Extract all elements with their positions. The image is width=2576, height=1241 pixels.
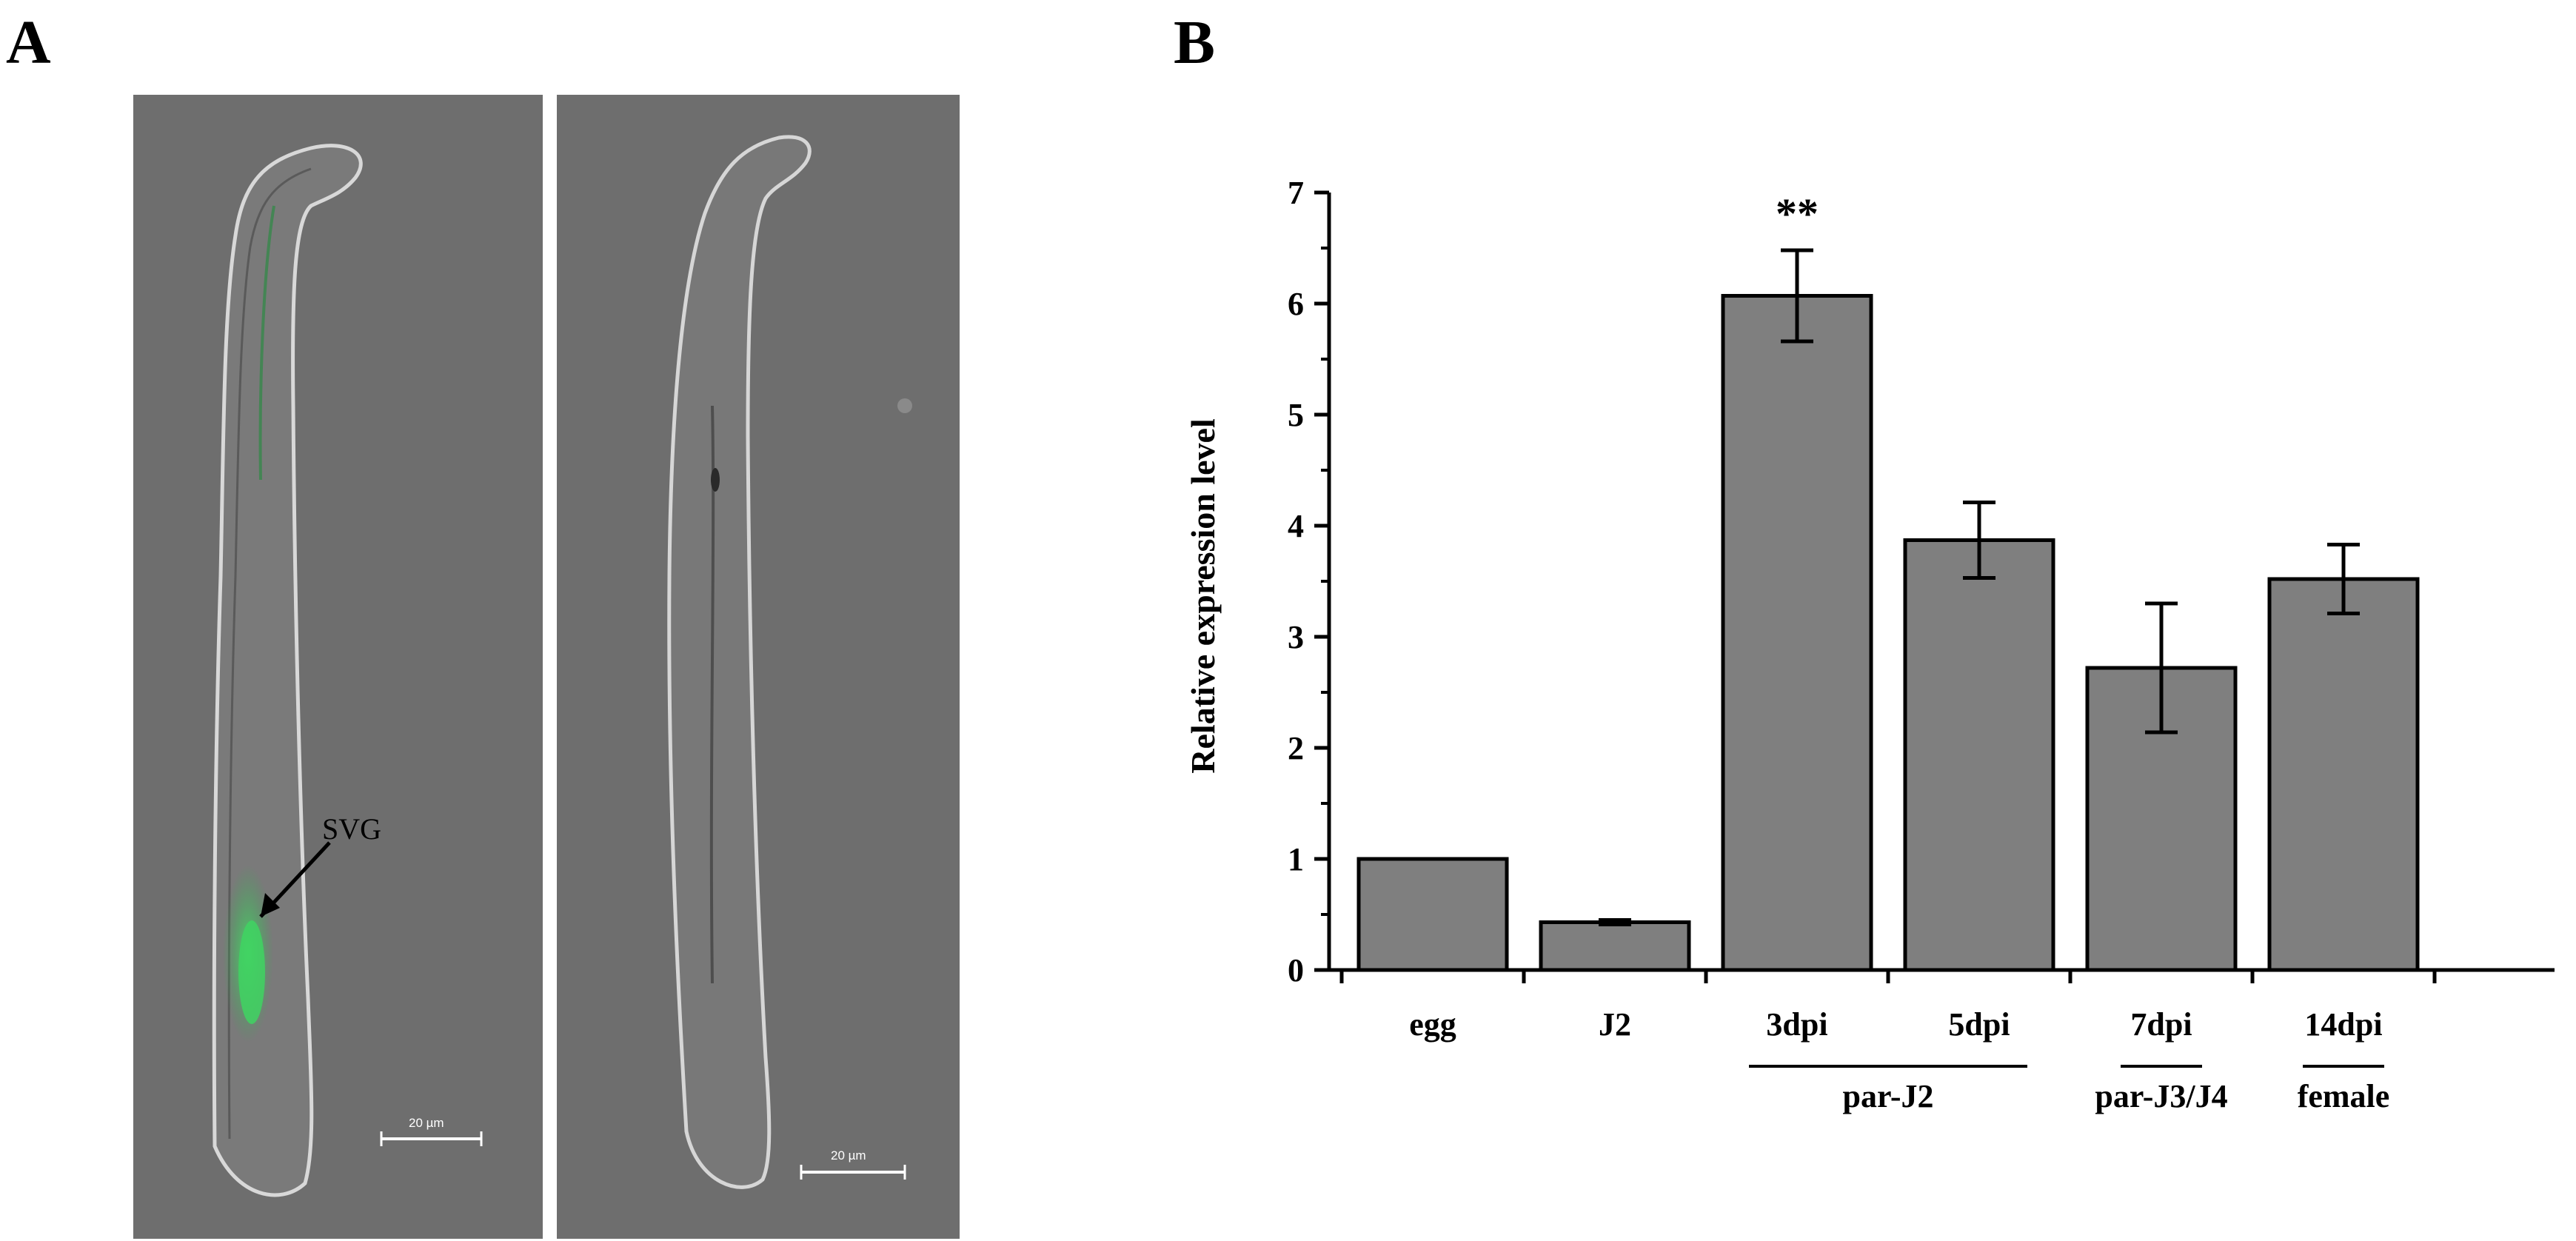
x-tick-label-7dpi: 7dpi: [2130, 1006, 2192, 1043]
y-tick-label-7: 7: [1288, 175, 1304, 211]
y-tick-label-4: 4: [1288, 508, 1304, 544]
y-tick-label-1: 1: [1288, 841, 1304, 877]
x-tick-label-egg: egg: [1409, 1006, 1456, 1043]
x-tick-label-3dpi: 3dpi: [1766, 1006, 1827, 1043]
panel-b-label: B: [1174, 8, 1216, 77]
significance-3dpi: **: [1776, 190, 1819, 238]
y-tick-label-0: 0: [1288, 952, 1304, 989]
nematode-body-outline-control: [667, 135, 812, 1189]
panel-a-label: A: [6, 8, 51, 77]
nematode-gfp-drawing: SVG 20 µm: [212, 144, 483, 1197]
nematode-control-drawing: 20 µm: [667, 135, 912, 1189]
bar-egg: [1356, 857, 1509, 972]
scale-bar-left-label: 20 µm: [409, 1116, 444, 1130]
x-tick-label-14dpi: 14dpi: [2304, 1006, 2382, 1043]
bar-5dpi: [1903, 538, 2055, 972]
micrograph-control: 20 µm: [557, 95, 960, 1239]
bar-14dpi: [2267, 577, 2420, 972]
plot-area: ** 0 1 2 3 4 5 6 7 egg J2 3dpi 5dpi 7dpi 14dpi par-J2 pa…: [1288, 175, 2555, 1114]
y-tick-label-6: 6: [1288, 286, 1304, 322]
scale-bar-right-label: 20 µm: [831, 1148, 866, 1163]
y-tick-label-3: 3: [1288, 619, 1304, 655]
bar-3dpi: [1721, 294, 1873, 972]
y-tick-label-2: 2: [1288, 730, 1304, 766]
group-label-par-J2: par-J2: [1842, 1078, 1933, 1114]
bar-J2: [1539, 920, 1691, 972]
nematode-body-outline: [212, 144, 363, 1197]
svg-arrowhead: [261, 893, 280, 917]
group-label-par-J3/J4: par-J3/J4: [2095, 1078, 2227, 1114]
x-tick-label-5dpi: 5dpi: [1948, 1006, 2010, 1043]
gfp-stylet-trace: [258, 205, 275, 481]
y-tick-label-5: 5: [1288, 397, 1304, 433]
y-axis-title: Relative expression level: [1184, 418, 1222, 774]
svg-arrow-label: SVG: [322, 812, 381, 846]
bar-chart: ** 0 1 2 3 4 5 6 7 egg J2 3dpi 5dpi 7dpi 14dpi par-J2 pa…: [1184, 175, 2555, 1114]
group-label-female: female: [2298, 1078, 2390, 1114]
x-tick-label-J2: J2: [1599, 1006, 1631, 1043]
micrograph-gfp: SVG 20 µm: [133, 95, 543, 1239]
